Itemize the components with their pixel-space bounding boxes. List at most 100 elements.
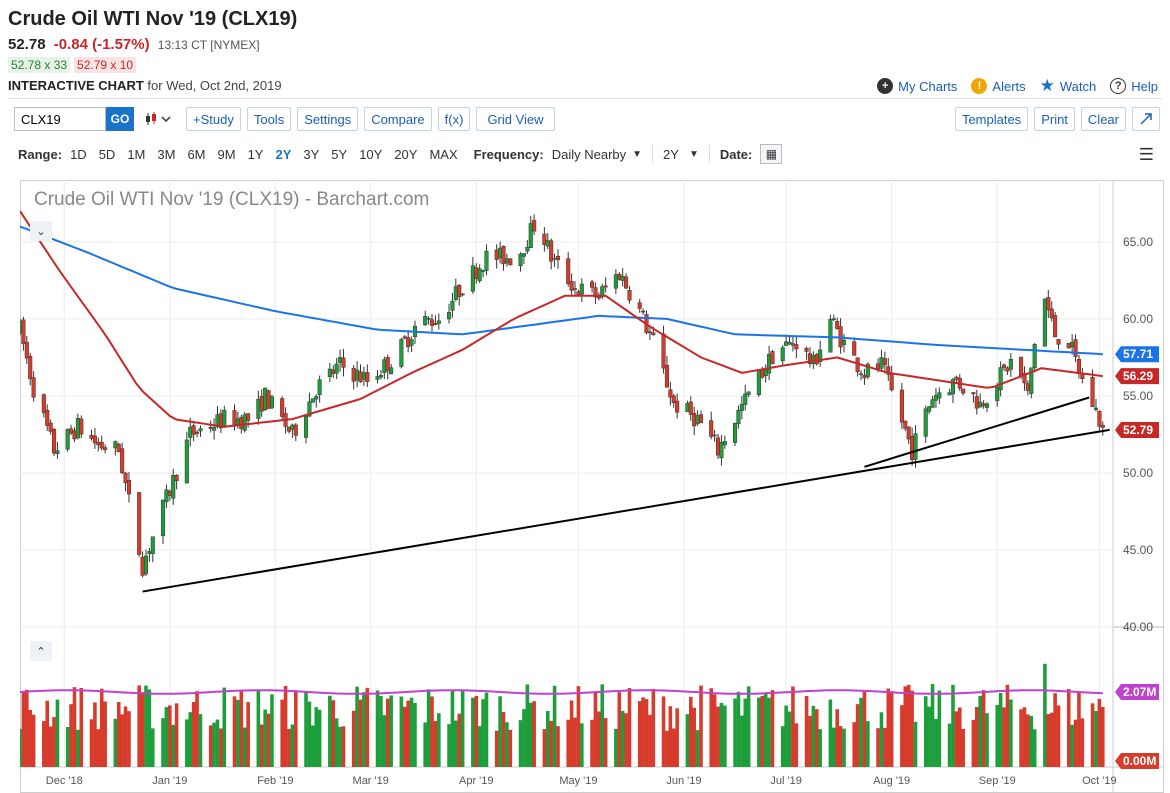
candle-body — [746, 391, 751, 395]
range-2y[interactable]: 2Y — [275, 146, 292, 162]
go-button[interactable]: GO — [106, 107, 134, 131]
volume-badge-label: 0.00M — [1123, 754, 1156, 768]
chart-area[interactable]: 65.00 60.00 55.00 50.00 45.00 40.00 Dec '18 Jan… — [17, 180, 1164, 793]
volume-bar — [474, 695, 479, 767]
volume-bar — [355, 686, 359, 767]
volume-bar — [627, 688, 632, 767]
volume-bar — [1026, 714, 1030, 767]
candle-body — [484, 250, 489, 271]
candle-body — [722, 441, 727, 446]
volume-bar — [406, 700, 410, 767]
range-20y[interactable]: 20Y — [394, 146, 418, 162]
range-3y[interactable]: 3Y — [303, 146, 320, 162]
volume-bar — [545, 711, 550, 767]
candle-body — [910, 436, 915, 460]
volume-bar — [597, 711, 601, 767]
volume-bar — [981, 690, 986, 767]
candle-body — [627, 289, 632, 301]
range-1y[interactable]: 1Y — [247, 146, 264, 162]
volume-bar — [471, 697, 475, 767]
volume-bar — [757, 697, 761, 767]
range-5d[interactable]: 5D — [98, 146, 116, 162]
collapse-volume-button[interactable]: ⌃ — [30, 641, 52, 661]
range-3m[interactable]: 3M — [157, 146, 176, 162]
menu-icon[interactable]: ☰ — [1138, 145, 1154, 164]
help-link[interactable]: ? Help — [1110, 78, 1158, 94]
print-button[interactable]: Print — [1034, 107, 1075, 131]
grid-view-button[interactable]: Grid View — [476, 107, 555, 131]
collapse-price-button[interactable]: ⌄ — [30, 221, 52, 241]
candle-body — [477, 268, 482, 282]
range-9m[interactable]: 9M — [217, 146, 236, 162]
my-charts-link[interactable]: + My Charts — [877, 78, 957, 94]
price-chart[interactable]: 65.00 60.00 55.00 50.00 45.00 40.00 Dec '18 Jan… — [17, 180, 1164, 793]
clear-button[interactable]: Clear — [1080, 107, 1126, 131]
range-1d[interactable]: 1D — [70, 146, 87, 162]
volume-bar — [55, 699, 60, 767]
volume-bar — [18, 729, 22, 767]
volume-bar — [314, 707, 319, 767]
watch-link[interactable]: ★ Watch — [1040, 76, 1097, 96]
symbol-input[interactable] — [14, 107, 106, 131]
range-max[interactable]: MAX — [429, 146, 458, 162]
candle-body — [835, 321, 840, 329]
candle-body — [651, 332, 656, 335]
volume-average-line — [19, 689, 1103, 695]
price-badge — [1115, 368, 1159, 385]
volume-bar — [174, 703, 179, 767]
compare-button[interactable]: Compare — [364, 107, 432, 131]
range-6m[interactable]: 6M — [187, 146, 206, 162]
frequency-select[interactable]: Daily Nearby ▼ — [552, 147, 642, 162]
study-button[interactable]: +Study — [186, 107, 241, 131]
volume-bar — [889, 691, 894, 767]
x-tick-label: Jan '19 — [152, 775, 187, 787]
templates-button[interactable]: Templates — [954, 107, 1029, 131]
candle-body — [72, 430, 77, 440]
candle-body — [446, 312, 452, 320]
volume-bar — [951, 684, 955, 767]
alerts-link[interactable]: ! Alerts — [971, 78, 1026, 94]
volume-bar — [140, 692, 145, 767]
y-tick-label: 40.00 — [1123, 620, 1153, 634]
volume-bar — [79, 687, 84, 767]
volume-bar — [460, 689, 465, 767]
candle-body — [1049, 308, 1054, 319]
tools-button[interactable]: Tools — [246, 107, 292, 131]
candle-body — [355, 369, 360, 381]
volume-bar — [651, 688, 656, 767]
x-tick-label: Mar '19 — [353, 775, 389, 787]
fx-button[interactable]: f(x) — [437, 107, 471, 131]
volume-bar — [1022, 707, 1027, 767]
volume-bar — [498, 696, 502, 767]
volume-bar — [113, 718, 118, 767]
candle-body — [1029, 367, 1034, 394]
candle-body — [375, 376, 380, 380]
calendar-icon[interactable]: ▦ — [760, 144, 783, 164]
period-select[interactable]: 2Y ▼ — [663, 147, 699, 162]
candle-body — [641, 310, 646, 313]
candle-body — [126, 480, 131, 495]
volume-bar — [280, 699, 284, 767]
volume-bar — [191, 702, 196, 767]
candle-body — [96, 441, 101, 446]
settings-button[interactable]: Settings — [297, 107, 359, 131]
volume-bar — [985, 713, 989, 767]
candle-body — [913, 433, 918, 460]
candle-body — [804, 347, 809, 352]
chart-type-button[interactable] — [144, 111, 172, 127]
volume-bar — [430, 696, 434, 767]
range-10y[interactable]: 10Y — [359, 146, 383, 162]
volume-bar — [116, 701, 121, 767]
expand-button[interactable] — [1132, 107, 1160, 131]
volume-bar — [1002, 707, 1006, 767]
candle-body — [21, 319, 26, 344]
range-1m[interactable]: 1M — [127, 146, 146, 162]
range-5y[interactable]: 5Y — [331, 146, 348, 162]
volume-bar — [123, 706, 128, 767]
volume-bar — [648, 714, 652, 767]
candle-body — [664, 364, 669, 388]
volume-bar — [508, 729, 513, 767]
candle-body — [436, 320, 441, 324]
y-tick-label: 60.00 — [1123, 312, 1153, 326]
volume-bar — [1053, 693, 1057, 767]
